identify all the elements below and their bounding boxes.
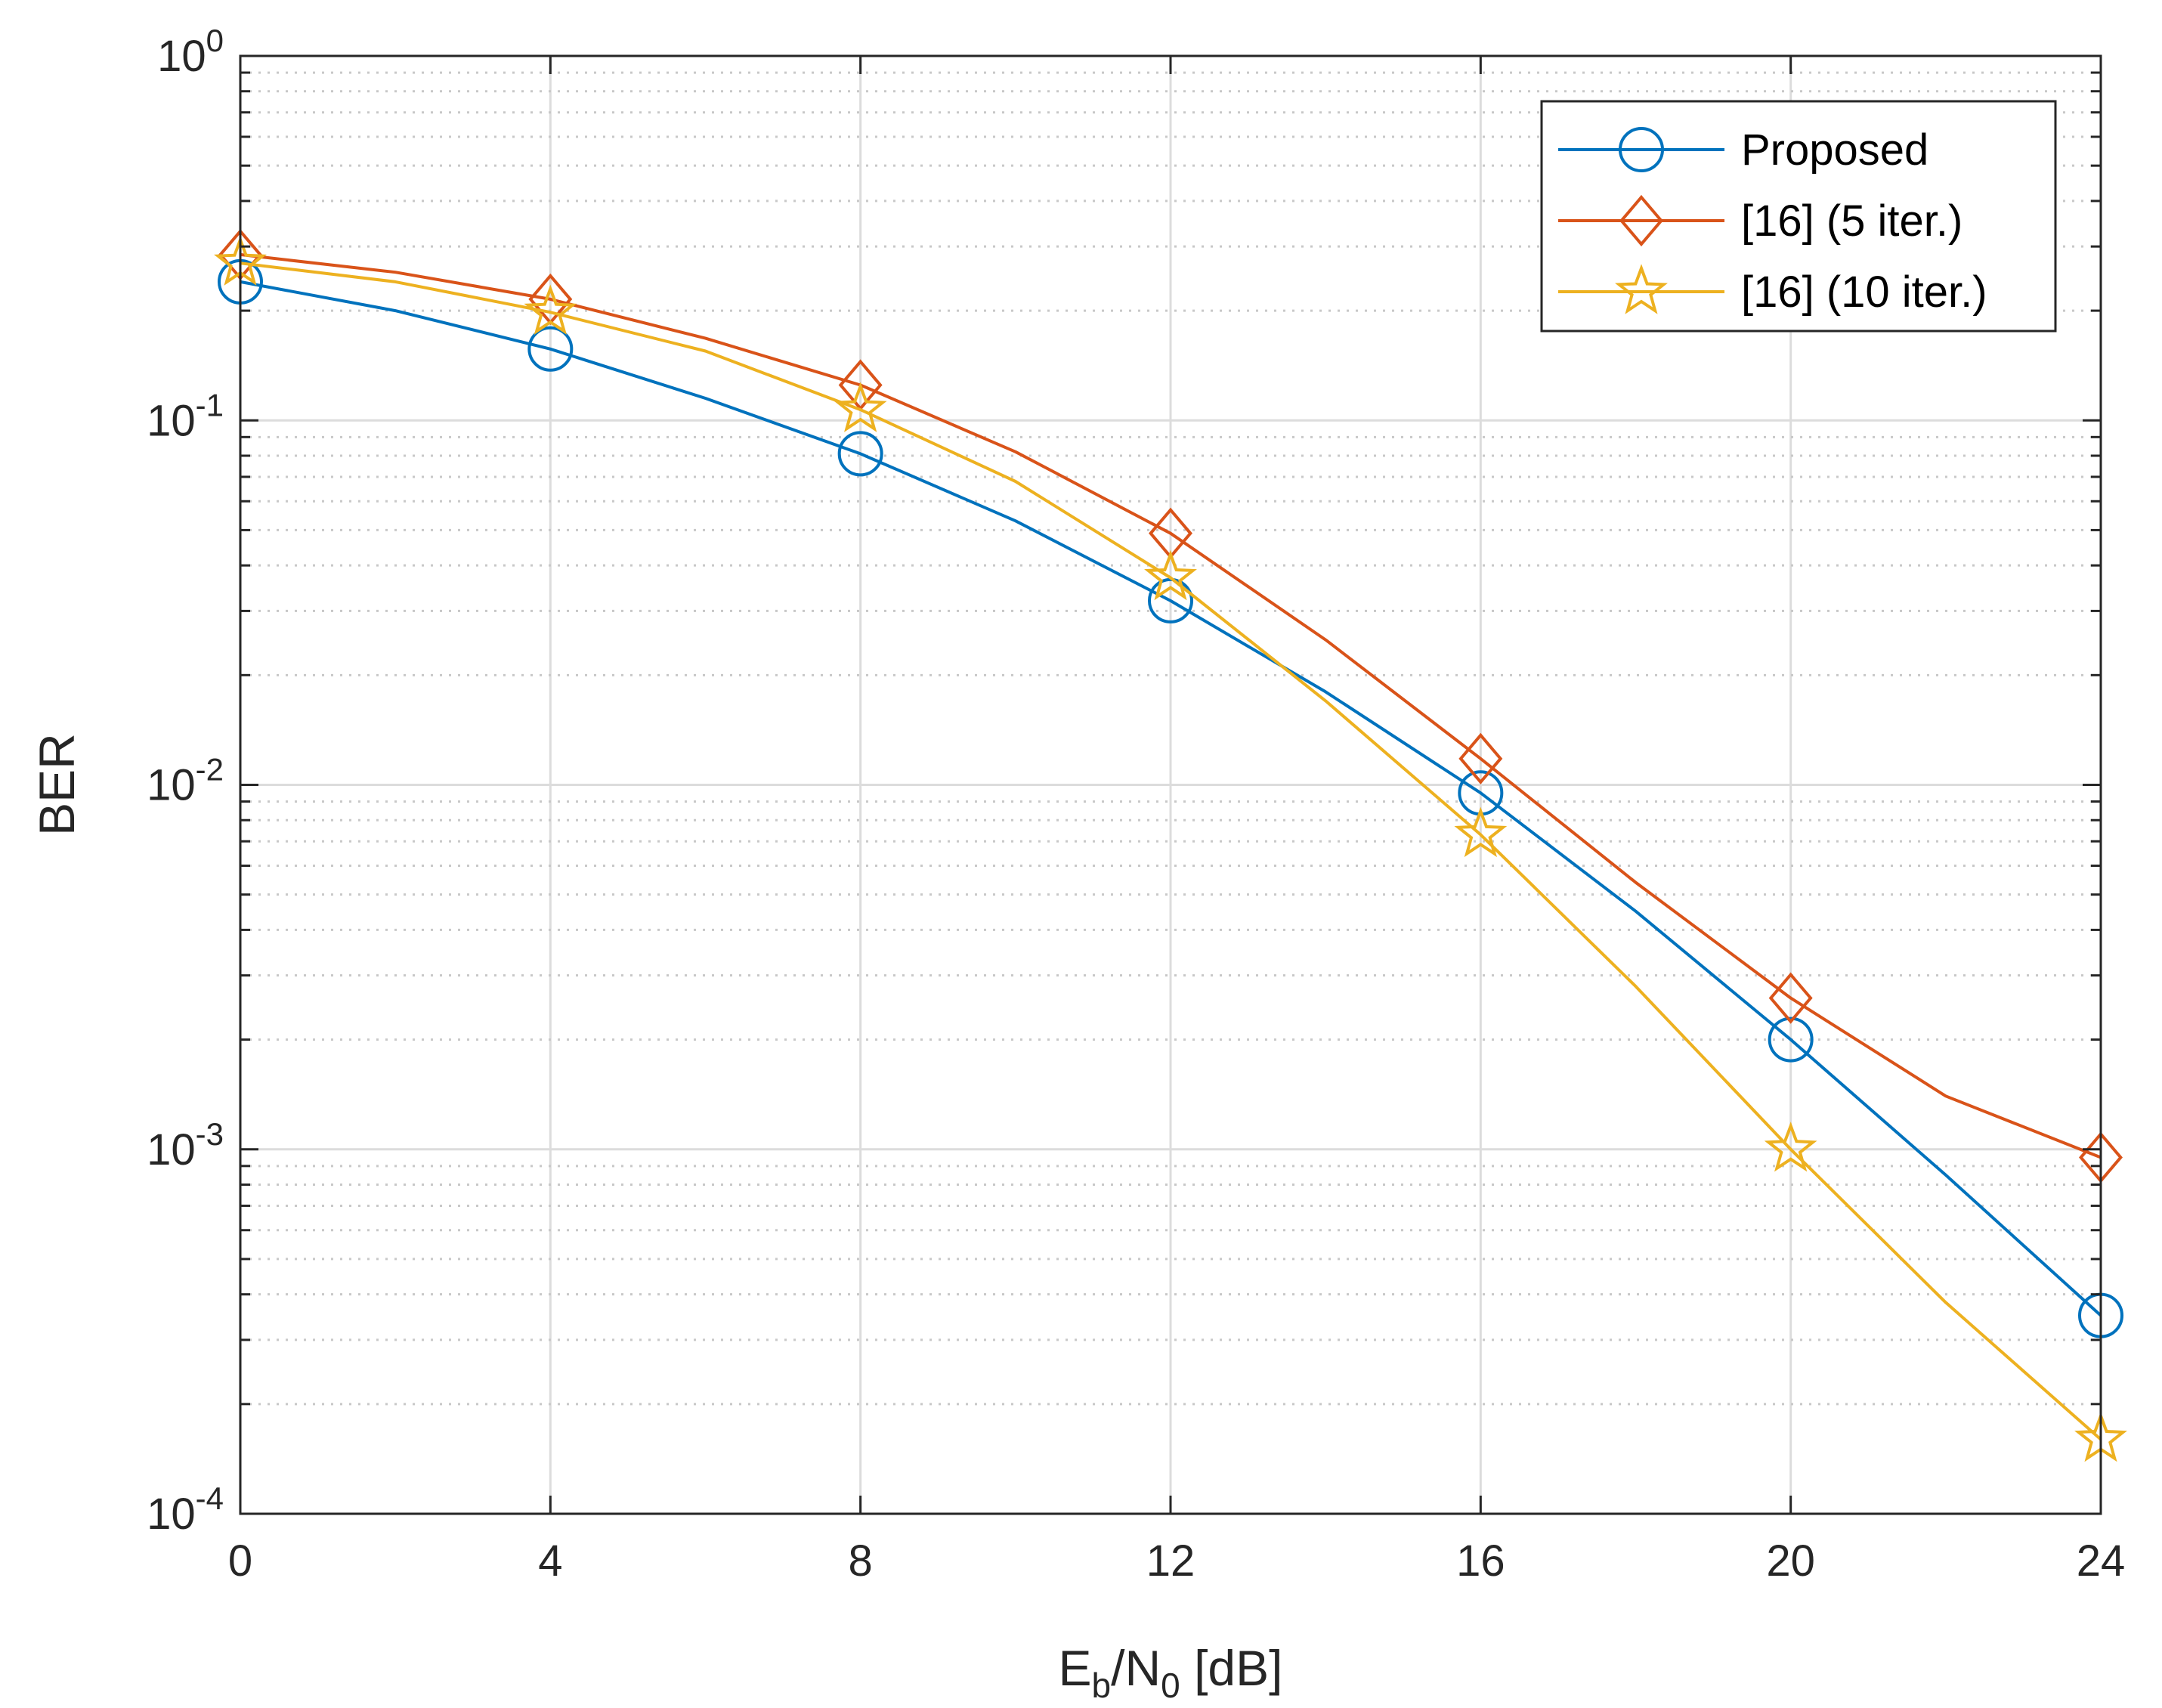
legend-marker-1 — [1619, 194, 1663, 247]
series-1-marker-10 — [1768, 972, 1813, 1024]
y-tick-label-3: 10-3 — [147, 1116, 224, 1174]
legend-marker-0 — [1619, 127, 1664, 172]
y-axis-title: BER — [29, 733, 85, 836]
series-2-marker-8 — [1454, 806, 1508, 858]
x-axis-title: Eb/N0 [dB] — [1059, 1640, 1283, 1705]
legend-marker-2 — [1615, 264, 1668, 314]
y-tick-exponent-0: 0 — [206, 23, 224, 58]
x-tick-label-5: 20 — [1766, 1536, 1815, 1586]
legend-label-1: [16] (5 iter.) — [1741, 196, 1963, 246]
series-line-2 — [240, 261, 2102, 1441]
y-tick-base-4: 10 — [147, 1490, 196, 1539]
x-tick-label-3: 12 — [1146, 1536, 1195, 1586]
y-tick-exponent-1: -1 — [196, 387, 224, 422]
y-tick-exponent-4: -4 — [196, 1481, 224, 1516]
series-2-marker-4 — [834, 382, 887, 432]
series-2-marker-2 — [524, 284, 577, 335]
series-0-marker-10 — [1768, 1016, 1814, 1063]
legend-label-0: Proposed — [1741, 125, 1928, 175]
y-tick-exponent-3: -3 — [196, 1116, 224, 1152]
x-tick-label-6: 24 — [2077, 1536, 2126, 1586]
series-1-marker-8 — [1458, 732, 1503, 784]
series-line-0 — [240, 280, 2102, 1317]
y-tick-exponent-2: -2 — [196, 752, 224, 787]
x-tick-label-1: 4 — [538, 1536, 562, 1586]
x-tick-label-2: 8 — [849, 1536, 873, 1586]
x-tick-label-0: 0 — [228, 1536, 252, 1586]
y-tick-base-0: 10 — [157, 32, 206, 81]
y-tick-base-1: 10 — [147, 396, 196, 445]
x-tick-label-4: 16 — [1456, 1536, 1505, 1586]
y-tick-base-2: 10 — [147, 761, 196, 810]
legend-label-2: [16] (10 iter.) — [1741, 268, 1987, 317]
y-tick-label-1: 10-1 — [147, 387, 224, 445]
y-tick-base-3: 10 — [147, 1125, 196, 1174]
series-0-marker-2 — [527, 326, 574, 372]
y-tick-label-0: 100 — [157, 23, 224, 81]
series-0-marker-4 — [837, 431, 883, 477]
y-tick-label-2: 10-2 — [147, 752, 224, 810]
y-tick-label-4: 10-4 — [147, 1481, 224, 1539]
axis-ticks — [239, 54, 2102, 1515]
series-2-marker-10 — [1764, 1122, 1817, 1172]
series-line-1 — [240, 252, 2102, 1159]
series-2-marker-6 — [1144, 549, 1197, 601]
x-tick-labels: 0 4 8 12 16 20 24 — [228, 1536, 2125, 1586]
legend: Proposed [16] (5 iter.) [16] (10 iter.) — [1540, 100, 2057, 333]
